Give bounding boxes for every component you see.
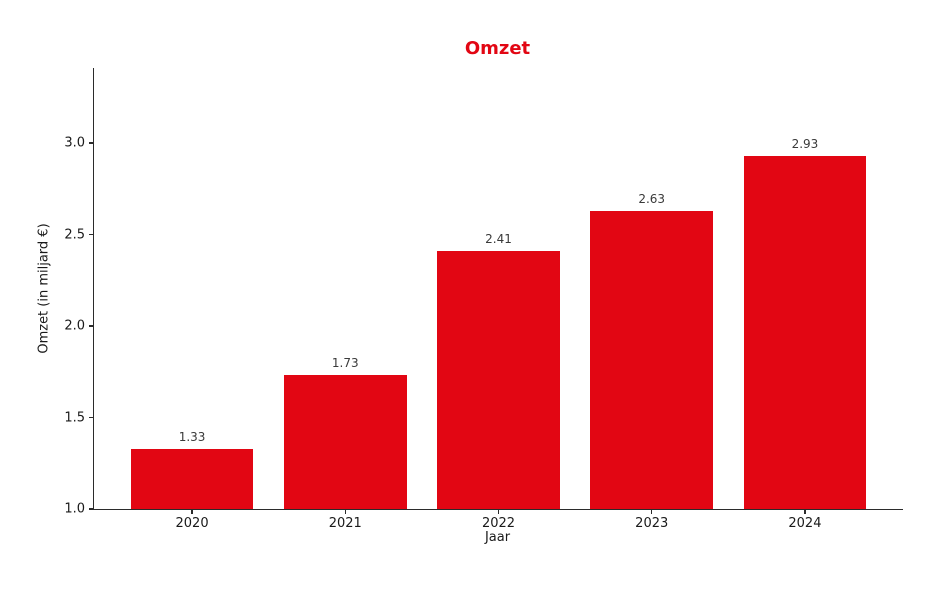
bar [130,448,254,509]
x-tick-mark [344,509,347,514]
x-tick-mark [191,509,193,514]
bar [743,155,867,509]
x-tick-mark [650,509,653,514]
bar-value-label: 2.93 [791,136,819,151]
bar [590,210,713,509]
x-tick-mark [804,509,806,514]
x-tick-label: 2020 [175,516,209,531]
bar-value-label: 2.63 [638,191,666,206]
chart-title: Omzet [464,38,531,59]
plot-area: 1.33 2020 1.73 2021 2.41 2022 2.63 2023 2.93 2024… [64,68,903,531]
bar [283,375,407,509]
x-tick-label: 2021 [328,516,362,531]
x-tick-label: 2022 [481,516,516,531]
y-tick-mark [89,416,94,419]
y-tick-label: 1.5 [64,410,85,425]
y-axis-label: Omzet (in miljard €) [36,223,52,354]
bar [437,251,560,509]
x-tick-label: 2024 [788,516,822,531]
y-tick-label: 3.0 [64,135,85,151]
y-tick-mark [89,142,94,144]
y-tick-label: 2.0 [64,318,85,334]
x-axis-label: Jaar [484,530,511,545]
y-tick-mark [89,325,94,327]
bar-value-label: 2.41 [485,232,512,246]
bar-value-label: 1.33 [178,429,206,444]
y-tick-mark [89,508,94,510]
x-tick-label: 2023 [635,516,669,531]
y-tick-mark [89,233,94,236]
y-tick-label: 2.5 [64,227,85,243]
x-tick-mark [497,509,500,514]
y-tick-label: 1.0 [64,501,85,517]
bar-value-label: 1.73 [331,356,359,371]
